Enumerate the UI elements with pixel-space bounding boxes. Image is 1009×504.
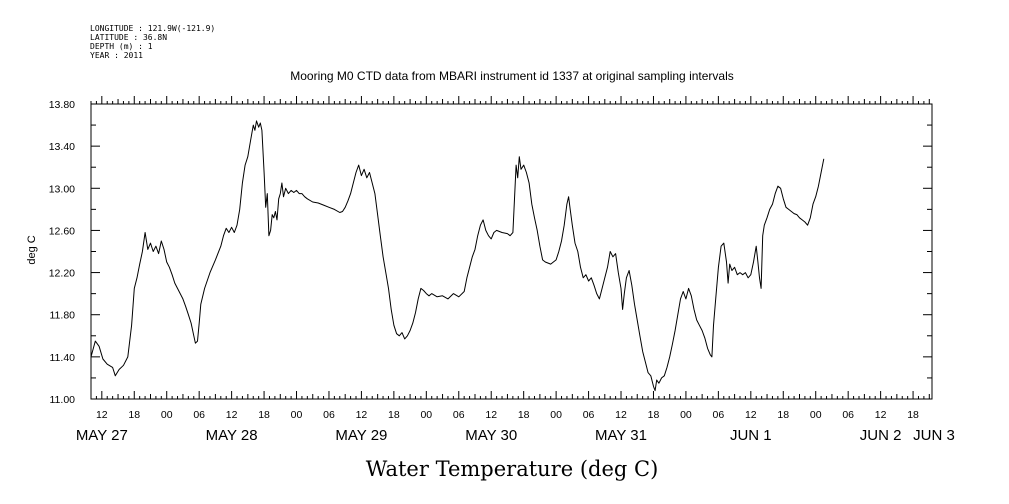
x-tick-label: 18: [777, 409, 789, 421]
meta-longitude: LONGITUDE : 121.9W(-121.9): [90, 24, 215, 33]
x-tick-label: 00: [161, 409, 173, 421]
x-tick-label: 18: [128, 409, 140, 421]
x-tick-label: 12: [745, 409, 757, 421]
y-tick-label: 13.40: [49, 141, 75, 153]
y-tick-label: 13.80: [49, 99, 75, 111]
y-tick-label: 12.20: [49, 268, 75, 280]
y-tick-label: 11.40: [50, 352, 76, 364]
x-axis: 12 18 00 06 12 18 00 06 12 18 00 06 12 18 00 06 12 18 00 06…: [76, 96, 955, 444]
chart-title: Mooring M0 CTD data from MBARI instrumen…: [290, 69, 734, 83]
meta-depth: DEPTH (m) : 1: [90, 42, 153, 51]
x-tick-label: 12: [875, 409, 887, 421]
x-day-label: MAY 30: [465, 427, 517, 444]
series-line: [90, 120, 825, 392]
x-day-label: MAY 27: [76, 427, 128, 444]
x-day-label: MAY 31: [595, 427, 647, 444]
metadata-block: LONGITUDE : 121.9W(-121.9) LATITUDE : 36…: [90, 24, 215, 60]
y-tick-label: 13.00: [49, 183, 75, 195]
x-tick-label: 06: [453, 409, 465, 421]
x-tick-label: 00: [550, 409, 562, 421]
y-tick-label: 11.00: [50, 394, 76, 406]
x-tick-label: 00: [680, 409, 692, 421]
x-day-label: JUN 3: [913, 427, 955, 444]
y-tick-label: 11.80: [50, 310, 76, 322]
y-tick-label: 12.60: [49, 225, 75, 237]
x-tick-label: 18: [388, 409, 400, 421]
x-tick-label: 06: [323, 409, 335, 421]
x-tick-label: 12: [615, 409, 627, 421]
x-tick-label: 06: [193, 409, 205, 421]
series-group: [90, 120, 825, 392]
meta-year: YEAR : 2011: [90, 51, 143, 60]
x-day-label: JUN 1: [730, 427, 772, 444]
x-tick-label: 06: [842, 409, 854, 421]
x-day-label: MAY 28: [206, 427, 258, 444]
y-axis: 11.00 11.40 11.80 12.20 12.60 13.00 13.40 13.80: [49, 99, 932, 406]
x-axis-label: Water Temperature (deg C): [366, 457, 659, 481]
x-day-label: JUN 2: [860, 427, 902, 444]
x-tick-label: 18: [907, 409, 919, 421]
x-tick-label: 06: [713, 409, 725, 421]
meta-latitude: LATITUDE : 36.8N: [90, 33, 167, 42]
x-tick-label: 18: [518, 409, 530, 421]
x-tick-label: 06: [583, 409, 595, 421]
x-tick-label: 12: [96, 409, 108, 421]
x-tick-label: 18: [258, 409, 270, 421]
x-tick-label: 00: [420, 409, 432, 421]
y-axis-label: deg C: [26, 235, 38, 264]
x-tick-label: 12: [226, 409, 238, 421]
x-tick-label: 18: [648, 409, 660, 421]
x-day-label: MAY 29: [335, 427, 387, 444]
x-tick-label: 12: [356, 409, 368, 421]
x-tick-label: 00: [810, 409, 822, 421]
x-tick-label: 12: [485, 409, 497, 421]
plot-frame: [90, 103, 933, 400]
x-tick-label: 00: [291, 409, 303, 421]
